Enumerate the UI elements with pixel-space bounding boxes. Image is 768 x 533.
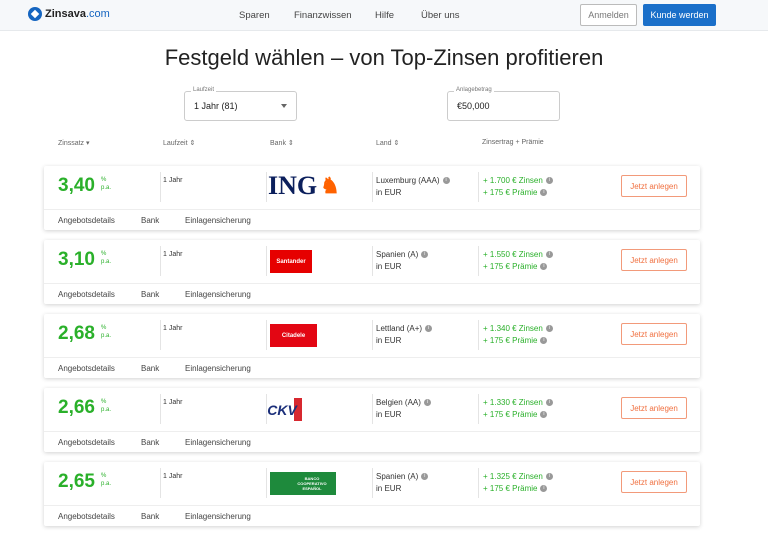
interest-amount: + 1.550 € Zinsen i (483, 250, 553, 259)
sort-zinssatz[interactable]: Zinssatz ▾ (58, 140, 90, 147)
tab-einlagensicherung[interactable]: Einlagensicherung (185, 364, 251, 373)
logo-icon (28, 7, 42, 21)
tab-bank[interactable]: Bank (141, 290, 160, 299)
country: Luxemburg (AAA) i (376, 176, 450, 185)
page-title: Festgeld wählen – von Top-Zinsen profiti… (164, 45, 604, 70)
bonus-amount: + 175 € Prämie i (483, 410, 548, 419)
term: 1 Jahr (163, 399, 183, 406)
country: Spanien (A) i (376, 472, 429, 481)
offer-tabs: Angebotsdetails Bank Einlagensicherung (44, 431, 700, 452)
tab-einlagensicherung[interactable]: Einlagensicherung (185, 290, 251, 299)
nav-hilfe[interactable]: Hilfe (375, 10, 395, 21)
term-select[interactable]: Laufzeit 1 Jahr (81) (184, 87, 297, 121)
info-icon[interactable]: i (423, 399, 431, 407)
info-icon[interactable]: i (545, 325, 553, 333)
tab-bank[interactable]: Bank (141, 438, 160, 447)
nav-finanzwissen[interactable]: Finanzwissen (294, 10, 352, 21)
currency: in EUR (376, 410, 402, 419)
sort-land[interactable]: Land ⇕ (376, 140, 400, 147)
offer-tabs: Angebotsdetails Bank Einlagensicherung (44, 505, 700, 526)
tab-einlagensicherung[interactable]: Einlagensicherung (185, 512, 251, 521)
info-icon[interactable]: i (545, 399, 553, 407)
column-zinsertrag: Zinsertrag + Prämie (482, 139, 544, 146)
info-icon[interactable]: i (421, 251, 429, 259)
bonus-amount: + 175 € Prämie i (483, 262, 548, 271)
interest-rate: 3,40 (58, 175, 95, 196)
info-icon[interactable]: i (545, 177, 553, 185)
term: 1 Jahr (163, 251, 183, 258)
tab-bank[interactable]: Bank (141, 364, 160, 373)
amount-input[interactable]: Anlagebetrag €50,000 (447, 87, 560, 121)
bonus-amount: + 175 € Prämie i (483, 188, 548, 197)
nav-ueber-uns[interactable]: Über uns (421, 10, 460, 21)
currency: in EUR (376, 262, 402, 271)
tab-angebotsdetails[interactable]: Angebotsdetails (58, 512, 115, 521)
info-icon[interactable]: i (540, 337, 548, 345)
offer-tabs: Angebotsdetails Bank Einlagensicherung (44, 283, 700, 304)
interest-amount: + 1.325 € Zinsen i (483, 472, 553, 481)
invest-now-button[interactable]: Jetzt anlegen (621, 471, 687, 493)
top-navbar: Zinsava .com Sparen Finanzwissen Hilfe Üb… (0, 0, 768, 31)
nav-sparen[interactable]: Sparen (239, 10, 270, 21)
info-icon[interactable]: i (545, 473, 553, 481)
term: 1 Jahr (163, 473, 183, 480)
tab-angebotsdetails[interactable]: Angebotsdetails (58, 364, 115, 373)
brand-logo[interactable]: Zinsava .com (28, 7, 110, 21)
offer-card: 2,65 % p.a. 1 Jahr BANCO COOPERATIVO ESPA… (44, 462, 700, 526)
term: 1 Jahr (163, 177, 183, 184)
interest-rate: 2,68 (58, 323, 95, 344)
info-icon[interactable]: i (545, 251, 553, 259)
currency: in EUR (376, 188, 402, 197)
tab-angebotsdetails[interactable]: Angebotsdetails (58, 438, 115, 447)
offer-card: 3,40 % p.a. 1 Jahr ING ♞ Luxemburg (AAA) i … (44, 166, 700, 230)
currency: in EUR (376, 336, 402, 345)
invest-now-button[interactable]: Jetzt anlegen (621, 175, 687, 197)
interest-rate: 3,10 (58, 249, 95, 270)
invest-now-button[interactable]: Jetzt anlegen (621, 397, 687, 419)
offer-tabs: Angebotsdetails Bank Einlagensicherung (44, 209, 700, 230)
tab-bank[interactable]: Bank (141, 216, 160, 225)
tab-bank[interactable]: Bank (141, 512, 160, 521)
info-icon[interactable]: i (540, 189, 548, 197)
country: Spanien (A) i (376, 250, 429, 259)
info-icon[interactable]: i (540, 263, 548, 271)
tab-einlagensicherung[interactable]: Einlagensicherung (185, 438, 251, 447)
tab-angebotsdetails[interactable]: Angebotsdetails (58, 290, 115, 299)
offer-tabs: Angebotsdetails Bank Einlagensicherung (44, 357, 700, 378)
interest-amount: + 1.340 € Zinsen i (483, 324, 553, 333)
tab-einlagensicherung[interactable]: Einlagensicherung (185, 216, 251, 225)
tab-angebotsdetails[interactable]: Angebotsdetails (58, 216, 115, 225)
country: Belgien (AA) i (376, 398, 431, 407)
login-button[interactable]: Anmelden (580, 4, 637, 26)
interest-rate: 2,65 (58, 471, 95, 492)
bonus-amount: + 175 € Prämie i (483, 484, 548, 493)
register-button[interactable]: Kunde werden (643, 4, 716, 26)
chevron-down-icon (281, 104, 287, 111)
country: Lettland (A+) i (376, 324, 433, 333)
sort-laufzeit[interactable]: Laufzeit ⇕ (163, 140, 196, 147)
interest-amount: + 1.330 € Zinsen i (483, 398, 553, 407)
invest-now-button[interactable]: Jetzt anlegen (621, 249, 687, 271)
interest-amount: + 1.700 € Zinsen i (483, 176, 553, 185)
sort-bank[interactable]: Bank ⇕ (270, 140, 294, 147)
info-icon[interactable]: i (421, 473, 429, 481)
currency: in EUR (376, 484, 402, 493)
info-icon[interactable]: i (540, 411, 548, 419)
offer-card: 2,68 % p.a. 1 Jahr Citadele Lettland (A+)… (44, 314, 700, 378)
info-icon[interactable]: i (425, 325, 433, 333)
offer-card: 2,66 % p.a. 1 Jahr CKV Belgien (AA) i in E… (44, 388, 700, 452)
term: 1 Jahr (163, 325, 183, 332)
bonus-amount: + 175 € Prämie i (483, 336, 548, 345)
lion-icon: ♞ (320, 172, 340, 198)
info-icon[interactable]: i (442, 177, 450, 185)
interest-rate: 2,66 (58, 397, 95, 418)
offer-card: 3,10 % p.a. 1 Jahr Santander Spanien (A) i… (44, 240, 700, 304)
invest-now-button[interactable]: Jetzt anlegen (621, 323, 687, 345)
info-icon[interactable]: i (540, 485, 548, 493)
